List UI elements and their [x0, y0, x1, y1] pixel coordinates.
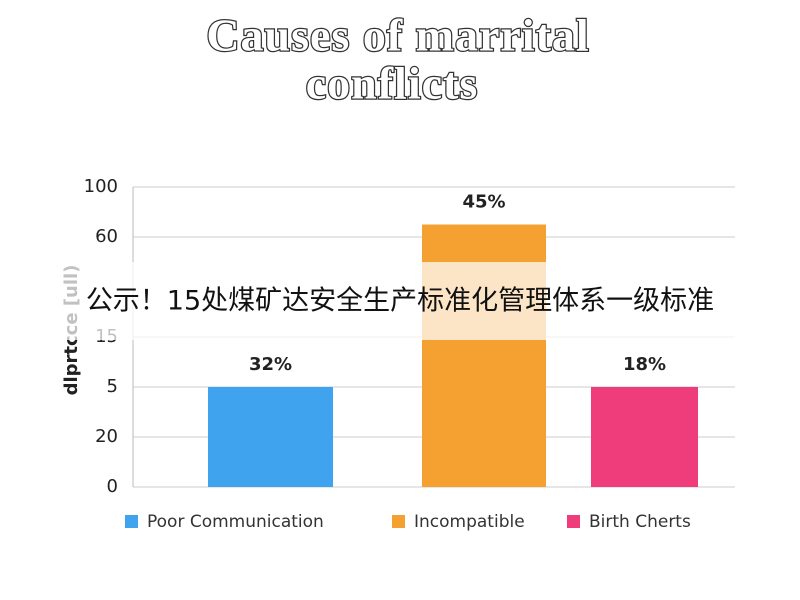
legend-label: Birth Cherts: [589, 512, 691, 532]
legend-swatch: [125, 515, 138, 528]
legend-label: Incompatible: [414, 512, 525, 532]
y-tick-label: 0: [107, 476, 118, 497]
bar: [591, 387, 698, 487]
y-tick-label: 100: [84, 176, 118, 197]
legend-swatch: [392, 515, 405, 528]
legend-swatch: [567, 515, 580, 528]
y-tick-label: 20: [95, 426, 118, 447]
overlay-text: 公示！15处煤矿达安全生产标准化管理体系一级标准: [86, 286, 714, 317]
y-tick-label: 60: [95, 226, 118, 247]
y-tick-label: 5: [107, 376, 118, 397]
chart-title: Causes of marrital: [206, 10, 589, 61]
chart-title: conflicts: [306, 58, 479, 109]
bar: [208, 387, 333, 487]
bar-annotation: 32%: [249, 354, 292, 375]
legend-label: Poor Communication: [147, 512, 324, 532]
bar-annotation: 45%: [462, 192, 505, 213]
overlay-band: [0, 262, 800, 340]
bar-annotation: 18%: [623, 354, 666, 375]
